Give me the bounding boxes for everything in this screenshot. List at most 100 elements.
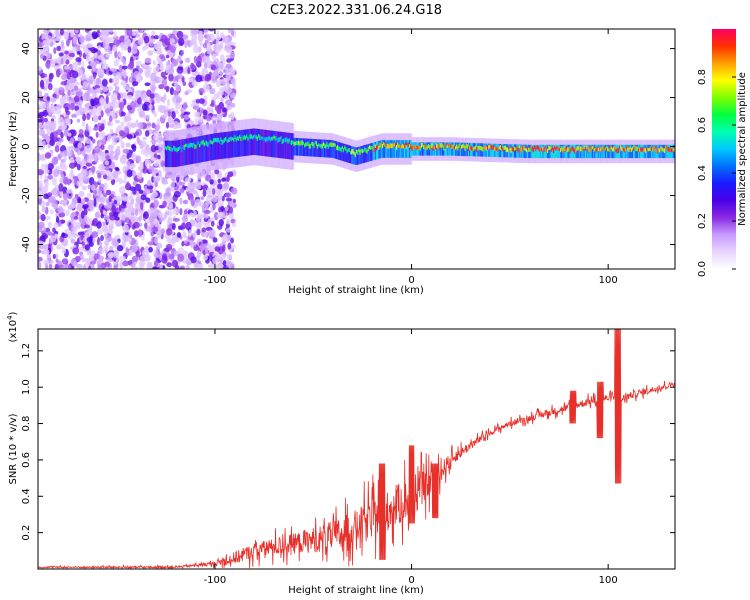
heatmap-cell (89, 87, 95, 94)
heatmap-cell (39, 79, 45, 88)
heatmap-cell (394, 140, 397, 158)
heatmap-cell (521, 146, 524, 152)
snr-x-tick-label: 0 (408, 575, 414, 586)
heatmap-cell (172, 207, 179, 216)
heatmap-cell (55, 68, 61, 78)
heatmap-cell (144, 222, 148, 229)
heatmap-cell (504, 145, 507, 150)
heatmap-cell (476, 147, 479, 153)
heatmap-cell (278, 137, 281, 143)
heatmap-cell (489, 144, 492, 149)
heatmap-cell (56, 244, 63, 250)
heatmap-cell (545, 147, 548, 153)
heatmap-cell (259, 135, 262, 141)
heatmap-cell (218, 218, 224, 227)
heatmap-cell (63, 155, 67, 163)
heatmap-cell (38, 118, 43, 123)
heatmap-cell (184, 138, 187, 166)
heatmap-cell (536, 144, 539, 159)
heatmap-cell (197, 136, 200, 163)
heatmap-cell (604, 147, 607, 151)
heatmap-cell (397, 140, 400, 158)
heatmap-cell (587, 148, 590, 153)
heatmap-cell (413, 145, 416, 149)
heatmap-cell (321, 143, 324, 149)
heatmap-cell (140, 194, 147, 201)
heatmap-cell (185, 264, 190, 269)
heatmap-cell (80, 234, 84, 241)
heatmap-cell (128, 249, 134, 256)
heatmap-cell (86, 192, 92, 199)
heatmap-cell (405, 144, 408, 150)
heatmap-cell (135, 201, 141, 210)
heatmap-cell (61, 198, 68, 207)
heatmap-cell (49, 195, 56, 203)
heatmap-cell (165, 140, 168, 168)
heatmap-cell (307, 138, 310, 157)
heatmap-cell (424, 142, 427, 156)
heatmap-cell (196, 141, 199, 146)
heatmap-cell (600, 147, 603, 152)
heatmap-cell (557, 146, 560, 150)
heatmap-cell (407, 142, 410, 147)
heatmap-cell (159, 105, 166, 114)
heatmap-cell (423, 145, 426, 149)
heatmap-cell (194, 111, 201, 118)
heatmap-cell (74, 66, 82, 72)
heatmap-cell (175, 85, 181, 92)
heatmap-cell (38, 41, 43, 48)
heatmap-cell (370, 145, 373, 150)
heatmap-cell (263, 137, 266, 141)
heatmap-cell (102, 223, 108, 232)
heatmap-cell (269, 137, 272, 142)
heatmap-cell (420, 142, 423, 148)
heatmap-cell (177, 55, 182, 63)
heatmap-cell (626, 144, 629, 159)
heatmap-cell (195, 192, 200, 198)
heatmap-cell (209, 230, 215, 239)
heatmap-cell (193, 137, 196, 164)
heatmap-cell (194, 144, 197, 150)
heatmap-cell (232, 198, 237, 204)
heatmap-cell (528, 147, 531, 152)
heatmap-cell (495, 146, 498, 151)
heatmap-cell (591, 145, 594, 150)
heatmap-cell (55, 29, 60, 38)
heatmap-cell (47, 192, 53, 197)
heatmap-cell (450, 142, 453, 156)
heatmap-cell (241, 135, 244, 139)
heatmap-cell (390, 140, 393, 158)
heatmap-cell (503, 146, 506, 151)
heatmap-cell (531, 146, 534, 151)
heatmap-cell (207, 142, 210, 147)
heatmap-cell (177, 147, 180, 152)
heatmap-cell (591, 144, 594, 159)
heatmap-cell (64, 228, 69, 235)
heatmap-cell (140, 145, 144, 150)
heatmap-cell (559, 148, 562, 153)
heatmap-cell (338, 142, 341, 160)
heatmap-cell (240, 137, 243, 142)
heatmap-cell (421, 142, 424, 147)
heatmap-cell (230, 41, 236, 46)
heatmap-cell (94, 145, 101, 154)
heatmap-cell (438, 145, 441, 151)
heatmap-cell (478, 145, 481, 150)
heatmap-cell (202, 95, 208, 100)
heatmap-cell (488, 145, 491, 150)
heatmap-cell (541, 144, 544, 159)
heatmap-cell (100, 262, 107, 269)
heatmap-cell (400, 140, 403, 158)
heatmap-cell (79, 35, 85, 44)
heatmap-cell (168, 201, 174, 209)
heatmap-cell (131, 244, 139, 252)
heatmap-cell (98, 247, 105, 254)
heatmap-cell (536, 145, 539, 149)
heatmap-cell (80, 170, 87, 178)
heatmap-cell (202, 184, 209, 192)
heatmap-cell (120, 121, 125, 127)
heatmap-cell (176, 66, 184, 74)
heatmap-cell (380, 140, 383, 158)
heatmap-cell (118, 204, 122, 212)
